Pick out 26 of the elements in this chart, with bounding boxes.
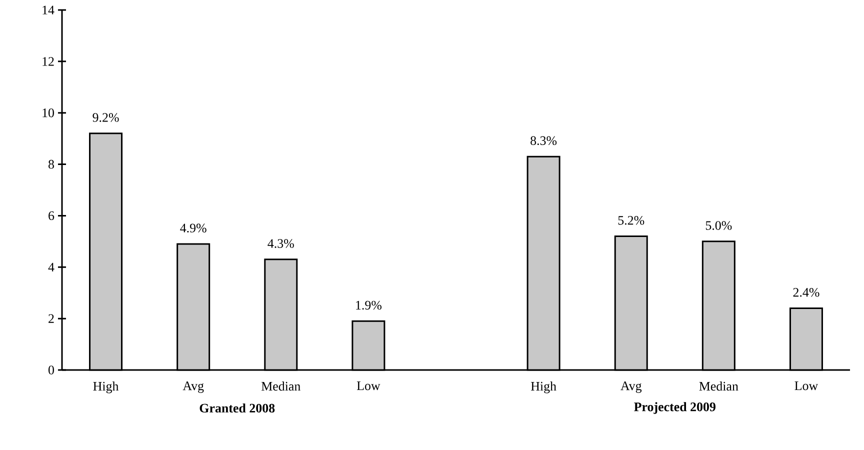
x-tick-label: High	[530, 382, 556, 394]
data-label: 5.0%	[706, 221, 732, 230]
y-tick-label: 4	[48, 262, 54, 272]
x-tick-label: Avg	[620, 382, 642, 393]
y-tick-label: 10	[42, 108, 54, 118]
x-tick-label: Median	[699, 382, 738, 391]
data-label: 4.9%	[180, 224, 206, 232]
y-tick-label: 14	[42, 6, 54, 14]
x-tick-label: High	[93, 382, 119, 394]
x-tick-label: Median	[261, 382, 300, 391]
y-tick-label: 2	[48, 314, 54, 323]
x-tick-label: Avg	[182, 382, 204, 393]
text: Projected 2009	[634, 402, 716, 414]
data-label: 2.4%	[793, 288, 820, 297]
y-tick-label: 12	[42, 57, 54, 66]
x-tick-label: Low	[356, 382, 380, 390]
data-label: 1.9%	[356, 300, 382, 310]
data-label: 5.2%	[618, 216, 644, 225]
data-label: 9.2%	[92, 113, 119, 122]
data-label: 4.3%	[268, 239, 294, 248]
x-tick-label: Low	[794, 382, 818, 390]
y-tick-label: 0	[48, 366, 54, 374]
y-tick-label: 6	[48, 211, 54, 220]
data-label: 8.3%	[530, 136, 557, 146]
text: Granted 2008	[200, 403, 275, 413]
y-tick-label: 8	[48, 160, 54, 169]
